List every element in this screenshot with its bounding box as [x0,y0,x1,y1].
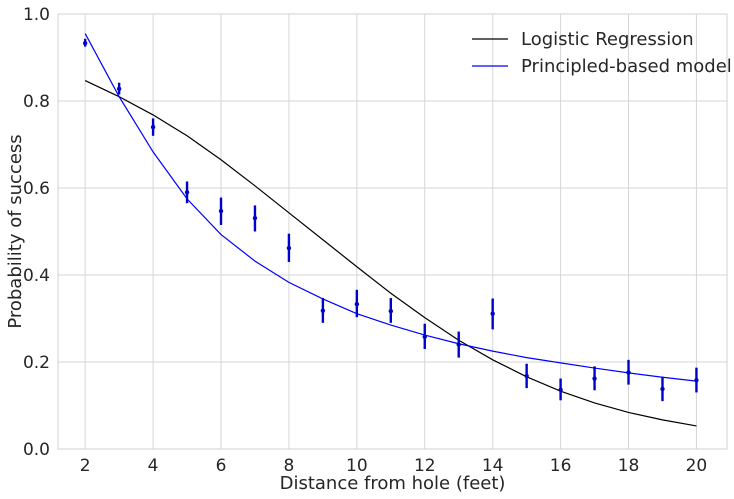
data-point [184,190,190,195]
series-line-1 [84,80,697,427]
x-tick-label: 14 [482,456,504,476]
x-tick-label: 10 [346,456,368,476]
data-point [286,245,292,251]
data-point [558,387,563,393]
data-point [354,301,360,307]
grid [58,13,727,450]
x-tick-label: 20 [686,456,708,476]
x-tick-label: 12 [414,456,436,476]
data-point [660,386,665,392]
data-point [150,124,156,130]
series-lines [84,33,697,427]
data-point [422,334,427,339]
x-tick-label: 8 [284,456,295,476]
data-point [82,40,88,46]
data-point [694,378,699,383]
y-axis-ticks: 0.0 0.2 0.4 0.6 0.8 1.0 [23,5,50,460]
x-tick-label: 6 [216,456,227,476]
x-axis-ticks: 2 4 6 8 10 12 14 16 18 20 [80,456,708,476]
x-tick-label: 2 [80,456,91,476]
y-tick-label: 0.0 [23,440,50,460]
data-point [252,215,258,221]
x-tick-label: 4 [148,456,159,476]
legend-label-1: Logistic Regression [521,29,694,50]
y-tick-label: 1.0 [23,5,50,25]
y-tick-label: 0.8 [23,92,50,112]
series-line-2 [84,33,697,382]
data-point [490,311,495,316]
data-point [626,370,631,375]
plot-frame [57,13,728,450]
legend-label-2: Principled-based model [521,56,732,77]
x-axis-label: Distance from hole (feet) [280,473,506,494]
y-axis-label: Probability of success [5,134,26,328]
data-point [320,308,326,313]
data-point [456,342,461,347]
y-tick-label: 0.4 [23,266,50,286]
data-point [218,208,224,214]
data-point [524,373,529,379]
y-tick-label: 0.6 [23,179,50,199]
y-tick-label: 0.2 [23,353,50,373]
observed-points [82,38,699,402]
x-tick-label: 16 [550,456,572,476]
data-point [388,308,394,314]
x-tick-label: 18 [618,456,640,476]
data-point [592,376,597,381]
data-point [116,86,122,92]
legend: Logistic Regression Principled-based mode… [472,29,732,77]
